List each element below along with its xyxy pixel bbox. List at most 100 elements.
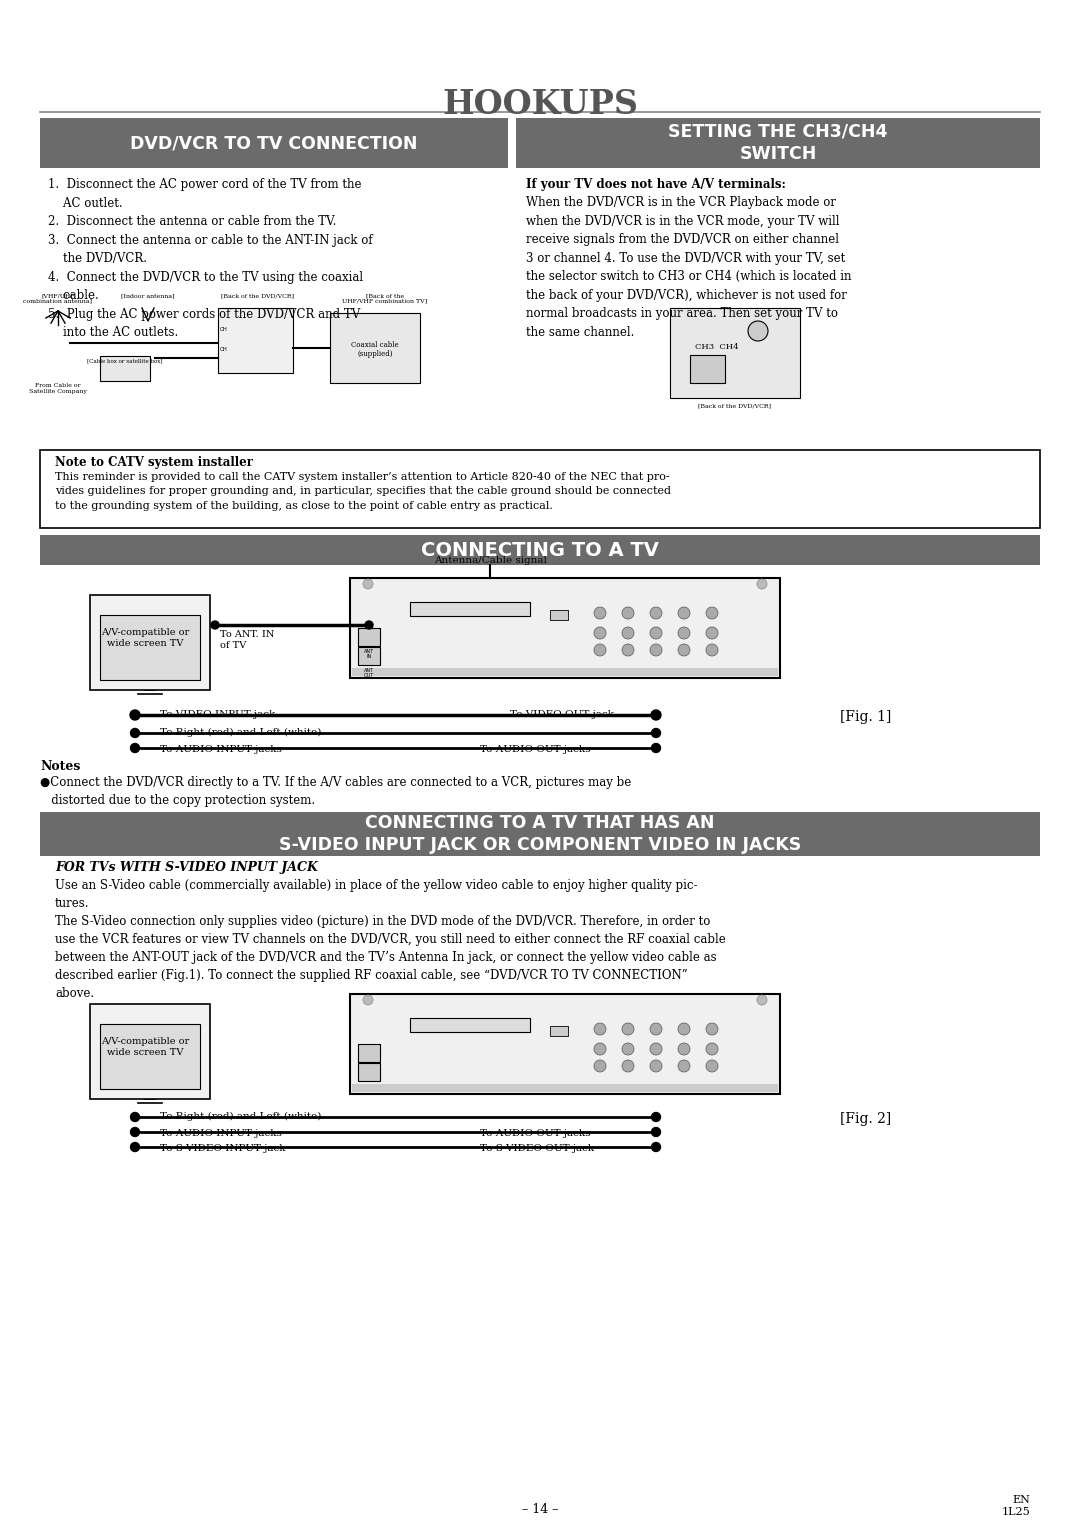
- Circle shape: [131, 1112, 139, 1122]
- Bar: [350, 995, 780, 1094]
- Circle shape: [594, 643, 606, 656]
- Text: ANT
OUT: ANT OUT: [364, 668, 374, 678]
- Text: A/V-compatible or
wide screen TV: A/V-compatible or wide screen TV: [100, 628, 189, 648]
- Bar: [100, 1024, 200, 1089]
- Circle shape: [211, 620, 219, 630]
- Bar: [670, 309, 800, 397]
- Text: To Right (red) and Left (white): To Right (red) and Left (white): [160, 727, 322, 736]
- Circle shape: [363, 995, 373, 1005]
- Circle shape: [748, 321, 768, 341]
- Circle shape: [651, 1143, 661, 1152]
- Text: To VIDEO INPUT jack: To VIDEO INPUT jack: [160, 711, 275, 720]
- Bar: [100, 356, 150, 380]
- Text: [Back of the DVD/VCR]: [Back of the DVD/VCR]: [221, 293, 295, 298]
- Circle shape: [706, 1044, 718, 1054]
- Text: To S-VIDEO INPUT jack: To S-VIDEO INPUT jack: [160, 1144, 285, 1154]
- Text: From Cable or
Satellite Company: From Cable or Satellite Company: [29, 384, 86, 394]
- Text: ANT
IN: ANT IN: [364, 648, 374, 660]
- Circle shape: [131, 744, 139, 752]
- Circle shape: [706, 626, 718, 639]
- Bar: [550, 610, 568, 620]
- Text: 1.  Disconnect the AC power cord of the TV from the
    AC outlet.
2.  Disconnec: 1. Disconnect the AC power cord of the T…: [48, 177, 373, 339]
- Circle shape: [651, 1128, 661, 1137]
- Circle shape: [706, 643, 718, 656]
- Circle shape: [706, 1024, 718, 1034]
- Circle shape: [706, 607, 718, 619]
- Bar: [550, 1025, 568, 1036]
- Text: ●Connect the DVD/VCR directly to a TV. If the A/V cables are connected to a VCR,: ●Connect the DVD/VCR directly to a TV. I…: [40, 776, 631, 807]
- Text: [Fig. 1]: [Fig. 1]: [840, 711, 891, 724]
- Text: [Indoor antenna]: [Indoor antenna]: [121, 293, 175, 298]
- Circle shape: [594, 1024, 606, 1034]
- Circle shape: [651, 729, 661, 738]
- Bar: [357, 1063, 380, 1080]
- Circle shape: [622, 1060, 634, 1073]
- Circle shape: [622, 1024, 634, 1034]
- Circle shape: [622, 1044, 634, 1054]
- Bar: [690, 354, 725, 384]
- Circle shape: [131, 729, 139, 738]
- Text: To AUDIO INPUT jacks: To AUDIO INPUT jacks: [160, 1129, 282, 1138]
- Circle shape: [757, 579, 767, 588]
- Bar: [330, 313, 420, 384]
- Text: To AUDIO OUT jacks: To AUDIO OUT jacks: [480, 746, 591, 753]
- Circle shape: [678, 643, 690, 656]
- Text: CONNECTING TO A TV: CONNECTING TO A TV: [421, 541, 659, 559]
- Circle shape: [650, 1024, 662, 1034]
- Circle shape: [651, 711, 661, 720]
- Circle shape: [594, 1060, 606, 1073]
- Text: To Right (red) and Left (white): To Right (red) and Left (white): [160, 1112, 322, 1122]
- Text: [Back of the
UHF/VHF combination TV]: [Back of the UHF/VHF combination TV]: [342, 293, 428, 304]
- Bar: [40, 451, 1040, 529]
- Bar: [357, 1044, 380, 1062]
- Circle shape: [365, 620, 373, 630]
- Text: To VIDEO OUT jack: To VIDEO OUT jack: [510, 711, 613, 720]
- Text: [Back of the DVD/VCR]: [Back of the DVD/VCR]: [699, 403, 771, 408]
- Text: CONNECTING TO A TV THAT HAS AN
S-VIDEO INPUT JACK OR COMPONENT VIDEO IN JACKS: CONNECTING TO A TV THAT HAS AN S-VIDEO I…: [279, 813, 801, 854]
- Text: FOR TVs WITH S-VIDEO INPUT JACK: FOR TVs WITH S-VIDEO INPUT JACK: [55, 860, 318, 874]
- Circle shape: [131, 1128, 139, 1137]
- Circle shape: [622, 643, 634, 656]
- Circle shape: [650, 1060, 662, 1073]
- Text: This reminder is provided to call the CATV system installer’s attention to Artic: This reminder is provided to call the CA…: [55, 472, 671, 510]
- Bar: [100, 614, 200, 680]
- Bar: [40, 535, 1040, 565]
- Text: Use an S-Video cable (commercially available) in place of the yellow video cable: Use an S-Video cable (commercially avail…: [55, 879, 726, 999]
- Circle shape: [678, 626, 690, 639]
- Text: [Fig. 2]: [Fig. 2]: [840, 1112, 891, 1126]
- Bar: [410, 1018, 530, 1031]
- Bar: [357, 646, 380, 665]
- Text: To AUDIO INPUT jacks: To AUDIO INPUT jacks: [160, 746, 282, 753]
- Text: [Cable box or satellite box]: [Cable box or satellite box]: [87, 358, 163, 364]
- Bar: [357, 628, 380, 646]
- Circle shape: [594, 626, 606, 639]
- Text: CH: CH: [220, 327, 228, 332]
- Circle shape: [622, 626, 634, 639]
- Text: CH3  CH4: CH3 CH4: [696, 342, 739, 351]
- Text: EN
1L25: EN 1L25: [1001, 1494, 1030, 1517]
- Circle shape: [678, 607, 690, 619]
- Bar: [218, 309, 293, 373]
- Bar: [352, 668, 778, 675]
- Circle shape: [757, 995, 767, 1005]
- Bar: [516, 118, 1040, 168]
- Circle shape: [651, 744, 661, 752]
- Circle shape: [594, 1044, 606, 1054]
- Text: DVD/VCR TO TV CONNECTION: DVD/VCR TO TV CONNECTION: [131, 134, 418, 151]
- Circle shape: [130, 711, 140, 720]
- Circle shape: [363, 579, 373, 588]
- Bar: [40, 811, 1040, 856]
- Text: CH: CH: [220, 347, 228, 351]
- Bar: [350, 578, 780, 678]
- Circle shape: [678, 1024, 690, 1034]
- Circle shape: [650, 626, 662, 639]
- Circle shape: [678, 1044, 690, 1054]
- Text: A/V-compatible or
wide screen TV: A/V-compatible or wide screen TV: [100, 1038, 189, 1057]
- Text: To ANT. IN
of TV: To ANT. IN of TV: [220, 630, 274, 649]
- Bar: [352, 1083, 778, 1093]
- Text: Notes: Notes: [40, 759, 80, 773]
- Circle shape: [131, 1143, 139, 1152]
- Circle shape: [678, 1060, 690, 1073]
- Bar: [90, 1004, 210, 1099]
- Text: SETTING THE CH3/CH4
SWITCH: SETTING THE CH3/CH4 SWITCH: [669, 122, 888, 163]
